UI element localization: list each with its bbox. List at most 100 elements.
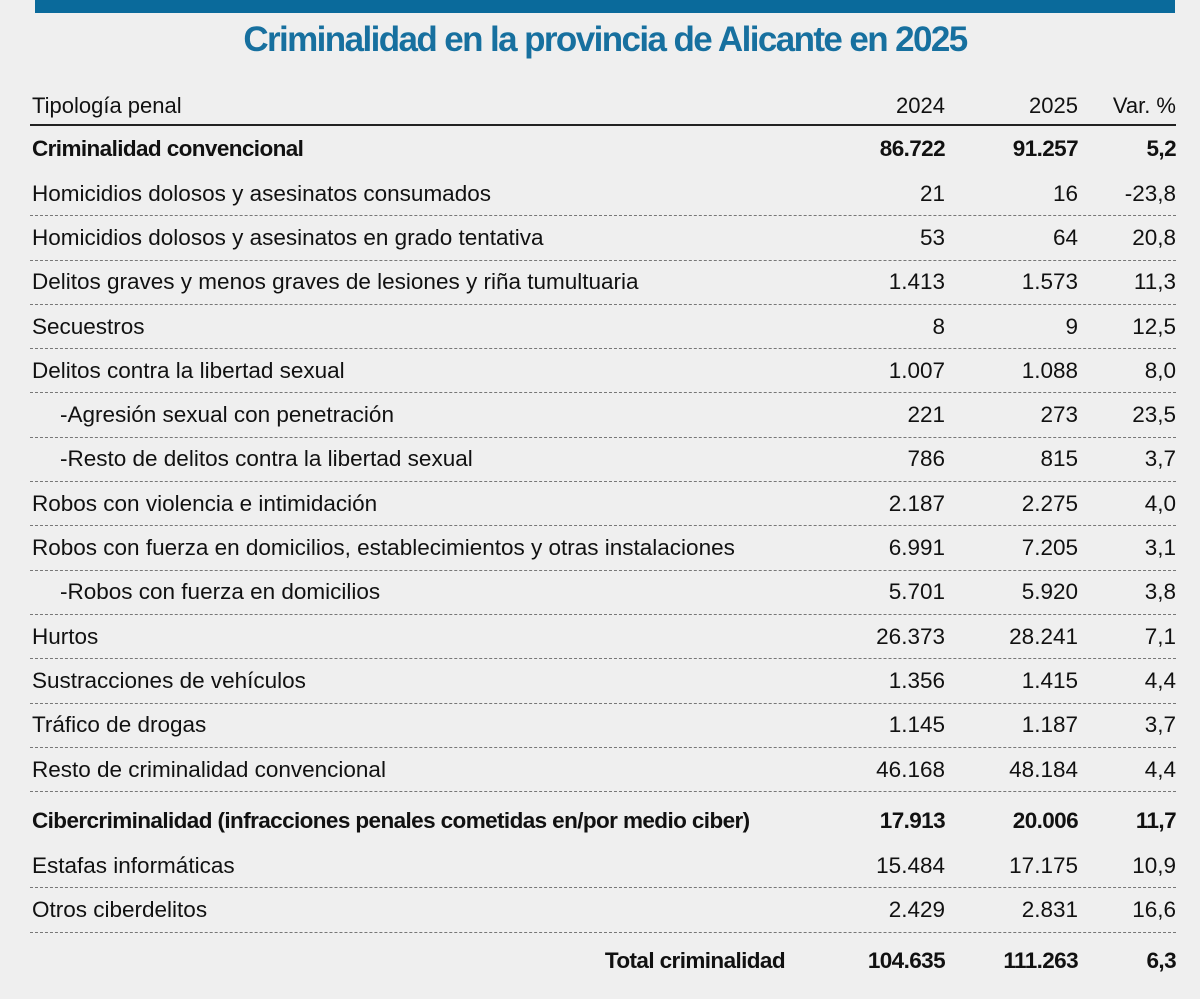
value-2024: 15.484 [876,852,945,878]
value-var: -23,8 [1124,180,1176,206]
value-2024: 2.187 [888,490,945,516]
value-2025: 5.920 [1021,579,1078,605]
table-row: Resto de criminalidad convencional 46.168… [30,748,1176,793]
table-header: Tipología penal 2024 2025 Var. % [30,88,1176,126]
value-var: 10,9 [1132,852,1176,878]
row-label: -Agresión sexual con penetración [60,402,394,428]
header-var: Var. % [1112,93,1176,118]
value-2025: 1.415 [1021,667,1078,693]
value-2025: 7.205 [1021,535,1078,561]
value-var: 11,3 [1133,269,1176,295]
crime-table: Tipología penal 2024 2025 Var. % Crimina… [30,88,1177,990]
table-row: Delitos graves y menos graves de lesione… [30,261,1176,305]
value-2024: 17.913 [879,808,946,834]
value-2024: 46.168 [876,756,945,782]
table-row: Robos con violencia e intimidación 2.187 2… [30,482,1176,527]
row-label: Secuestros [32,313,145,339]
value-2025: 2.831 [1021,897,1078,923]
row-label: Hurtos [32,623,99,649]
header-tipologia: Tipología penal [32,93,182,118]
table-row: Cibercriminalidad (infracciones penales … [30,792,1177,844]
header-2025: 2025 [1029,93,1078,118]
table-row: Otros ciberdelitos 2.429 2.831 16,6 [30,888,1176,933]
table-row: Robos con fuerza en domicilios, establec… [30,526,1176,571]
value-var: 16,6 [1132,897,1176,923]
table-row: Sustracciones de vehículos 1.356 1.415 4,4 [30,659,1176,704]
value-var: 3,8 [1144,579,1176,605]
value-2024: 21 [919,180,945,206]
value-2025: 16 [1052,180,1078,206]
value-2024: 1.356 [888,667,945,693]
value-2024: 1.007 [888,357,945,383]
value-2024: 104.635 [867,948,946,974]
table-body: Criminalidad convencional 86.722 91.257 5,2… [30,126,1177,990]
value-var: 4,0 [1144,490,1176,516]
table-row: Criminalidad convencional 86.722 91.257 5,2 [30,126,1177,172]
value-2024: 221 [907,402,945,428]
value-2025: 111.263 [1003,948,1078,974]
value-var: 6,3 [1146,948,1177,974]
value-2025: 1.573 [1021,269,1078,295]
value-var: 4,4 [1144,667,1176,693]
header-2024: 2024 [896,93,945,118]
row-label: Homicidios dolosos y asesinatos en grado… [32,224,544,250]
value-var: 3,7 [1144,446,1176,472]
table-row: -Robos con fuerza en domicilios 5.701 5.92… [30,571,1176,615]
accent-bar [35,0,1175,13]
value-2024: 786 [907,446,945,472]
value-var: 4,4 [1144,756,1176,782]
row-label: Delitos contra la libertad sexual [32,357,345,383]
value-var: 3,1 [1144,535,1176,561]
value-var: 11,7 [1135,808,1177,834]
value-2024: 1.413 [888,269,945,295]
table-row: Homicidios dolosos y asesinatos en grado… [30,216,1176,261]
value-2025: 64 [1052,224,1078,250]
value-2024: 53 [919,224,945,250]
value-var: 23,5 [1132,402,1176,428]
row-label: Estafas informáticas [32,852,235,878]
value-2024: 26.373 [876,623,945,649]
value-2024: 5.701 [888,579,945,605]
table-row: Secuestros 8 9 12,5 [30,305,1176,350]
row-label: Total criminalidad [604,948,786,974]
value-var: 5,2 [1146,136,1177,161]
table-row: Delitos contra la libertad sexual 1.007 1.… [30,349,1176,394]
value-2025: 20.006 [1012,808,1079,834]
row-label: -Resto de delitos contra la libertad sex… [60,446,473,472]
value-2024: 6.991 [888,535,945,561]
table-row: Tráfico de drogas 1.145 1.187 3,7 [30,704,1176,748]
value-var: 8,0 [1144,357,1176,383]
row-label: Resto de criminalidad convencional [32,756,386,782]
value-2025: 17.175 [1009,852,1078,878]
table-row: -Resto de delitos contra la libertad sex… [30,438,1176,483]
value-2024: 86.722 [879,136,946,161]
value-2025: 273 [1040,402,1078,428]
value-var: 3,7 [1144,712,1176,738]
row-label: Cibercriminalidad (infracciones penales … [32,808,750,834]
value-2025: 9 [1065,313,1078,339]
table-row: Homicidios dolosos y asesinatos consumad… [30,172,1176,217]
row-label: Robos con violencia e intimidación [32,490,378,516]
value-var: 12,5 [1132,313,1176,339]
value-2025: 815 [1040,446,1078,472]
page-title: Criminalidad en la provincia de Alicante… [243,20,968,59]
value-var: 7,1 [1144,623,1176,649]
value-2025: 48.184 [1009,756,1078,782]
value-2025: 91.257 [1012,136,1079,161]
value-2025: 2.275 [1021,490,1078,516]
row-label: Homicidios dolosos y asesinatos consumad… [32,180,491,206]
value-2025: 28.241 [1009,623,1078,649]
table-row: Hurtos 26.373 28.241 7,1 [30,615,1176,660]
row-label: Tráfico de drogas [32,712,207,738]
value-2024: 8 [932,313,945,339]
row-label: Robos con fuerza en domicilios, establec… [32,535,735,561]
row-label: Criminalidad convencional [32,136,304,161]
row-label: Delitos graves y menos graves de lesione… [32,269,639,295]
table-row: Estafas informáticas 15.484 17.175 10,9 [30,844,1176,889]
table-row: -Agresión sexual con penetración 221 273 23… [30,393,1176,438]
value-2025: 1.088 [1021,357,1078,383]
row-label: -Robos con fuerza en domicilios [60,579,381,605]
value-var: 20,8 [1132,224,1176,250]
row-label: Sustracciones de vehículos [32,667,306,693]
value-2024: 1.145 [888,712,945,738]
